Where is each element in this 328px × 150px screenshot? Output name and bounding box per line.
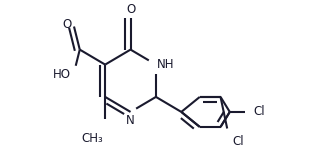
- Text: O: O: [126, 3, 135, 16]
- Text: O: O: [62, 18, 71, 31]
- Text: Cl: Cl: [254, 105, 265, 118]
- Text: HO: HO: [53, 69, 71, 81]
- Text: Cl: Cl: [233, 135, 244, 148]
- Text: CH₃: CH₃: [81, 132, 103, 145]
- Text: N: N: [126, 114, 135, 127]
- Text: NH: NH: [157, 58, 174, 71]
